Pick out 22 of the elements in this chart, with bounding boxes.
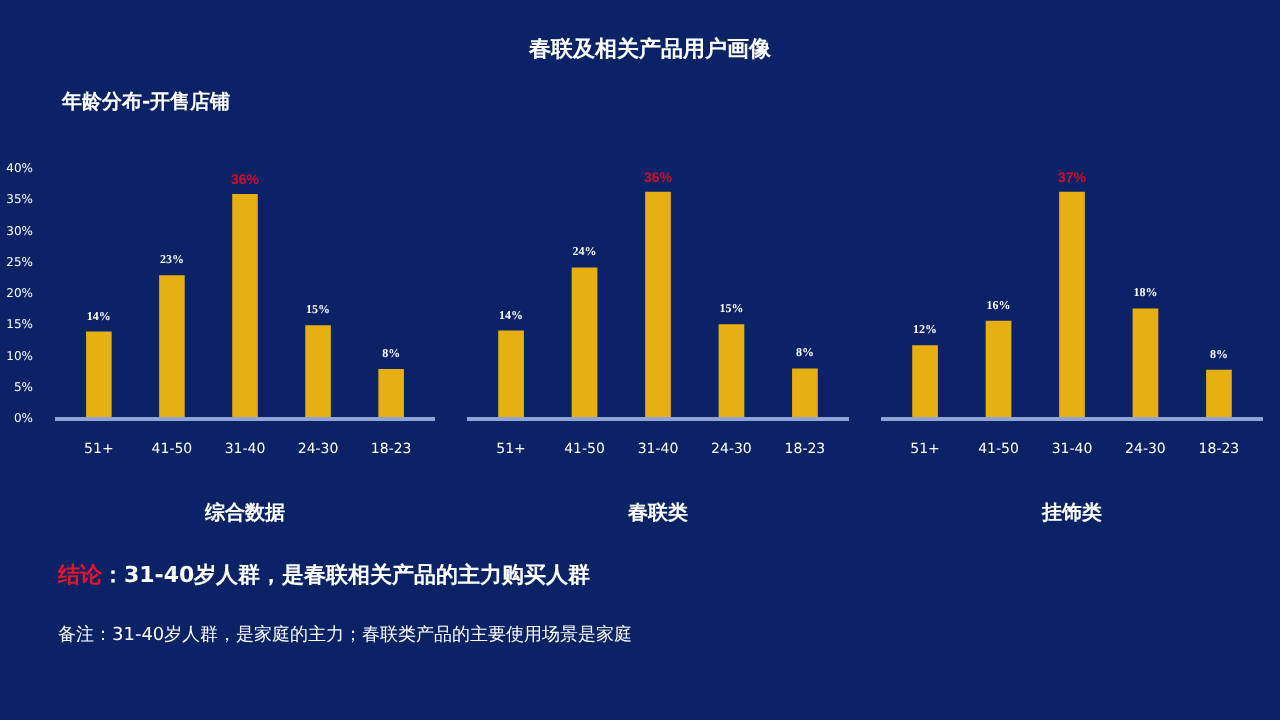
bar <box>1059 191 1085 419</box>
bar <box>792 368 818 419</box>
bar <box>985 320 1012 419</box>
text: 备注：31-40岁人群，是家庭的主力；春联类产品的主要使用场景是家庭 <box>58 624 633 650</box>
x-axis-title: 春联类 <box>626 501 688 525</box>
bar <box>1206 369 1232 419</box>
bar <box>159 275 185 419</box>
bar <box>305 325 331 419</box>
chart-title: 春联及相关产品用户画像 <box>529 34 771 66</box>
bar <box>718 324 745 419</box>
bar <box>1132 308 1159 419</box>
bar <box>645 191 671 419</box>
bar <box>232 194 258 419</box>
bar <box>571 267 598 419</box>
chart-subtitle: 年龄分布-开售店铺 <box>62 90 231 118</box>
bar <box>912 345 938 419</box>
bar <box>498 330 524 419</box>
text: 结论：31-40岁人群，是春联相关产品的主力购买人群 <box>58 560 591 592</box>
bar <box>86 331 112 419</box>
x-axis-title: 综合数据 <box>203 501 285 525</box>
x-axis-title: 挂饰类 <box>1040 501 1102 525</box>
bar <box>378 369 404 419</box>
